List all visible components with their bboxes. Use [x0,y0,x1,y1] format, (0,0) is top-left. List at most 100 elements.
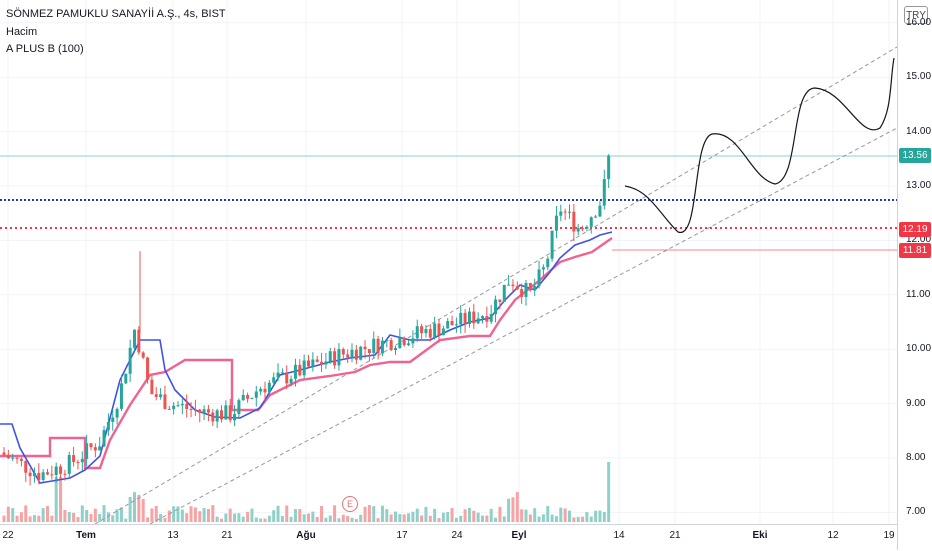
volume-bar [28,516,32,522]
volume-bar [346,515,350,522]
price-chart[interactable] [0,0,897,524]
indicator-blue-line [0,231,613,484]
candle-body [202,409,206,413]
candle-body [528,282,532,291]
candle-body [372,338,376,353]
candle-body [554,215,558,231]
candle-body [481,316,484,319]
candle-body [307,360,310,367]
currency-badge[interactable]: TRY [904,6,928,24]
candle-body [76,461,80,463]
volume-bar [541,514,545,522]
candle-body [193,409,197,411]
volume-bar [133,492,136,522]
volume-legend[interactable]: Hacim [6,26,38,38]
candle-body [350,349,354,358]
candle-body [367,349,371,353]
candle-body [220,410,223,420]
volume-bar [237,513,241,522]
volume-bar [598,510,602,522]
candle-body [189,408,193,410]
candle-body [302,360,306,376]
volume-bar [511,497,515,522]
candle-body [502,284,506,302]
candle-body [241,394,245,401]
volume-bar [520,509,524,522]
candle-body [63,473,67,475]
candle-body [111,417,115,422]
price-tag: 11.81 [899,243,931,258]
projection-path [624,57,895,233]
candle-body [80,458,84,463]
volume-bar [63,509,67,522]
volume-bar [106,512,110,522]
earnings-marker[interactable]: E [342,496,358,512]
volume-bar [433,508,437,522]
time-tick-label: 17 [396,530,408,541]
candle-body [389,340,393,350]
candle-body [476,318,480,324]
candlesticks [2,154,611,486]
candle-body [467,311,471,324]
candle-body [463,312,467,324]
volume-bar [102,505,106,522]
volume-bar [376,518,380,522]
channel-upper [94,46,897,524]
volume-bar [407,513,411,522]
candle-body [315,359,319,362]
time-tick-label: Tem [76,530,96,541]
candle-body [67,455,71,474]
volume-bar [450,507,454,522]
candle-body [433,323,437,338]
volume-bar [267,515,271,522]
candle-body [163,394,167,409]
candle-body [267,382,271,393]
time-tick-label: Eyl [511,530,527,541]
volume-bar [402,514,406,522]
candle-body [559,211,563,216]
volume-bar [167,510,171,522]
candle-body [133,329,136,348]
time-tick-label: 22 [2,530,14,541]
candle-body [59,466,63,474]
time-tick-label: 19 [883,530,895,541]
volume-bar [411,511,415,522]
symbol-title[interactable]: SÖNMEZ PAMUKLU SANAYİİ A.Ş., 4s, BIST [6,8,226,20]
candle-body [520,289,524,297]
candle-body [41,472,45,480]
candle-body [106,421,110,431]
indicator-legend[interactable]: A PLUS B (100) [6,43,84,55]
volume-bar [85,510,89,522]
candle-body [541,267,545,270]
candle-body [159,394,163,398]
volume-bar [193,507,197,522]
candle-body [402,337,406,346]
volume-bar [215,516,219,522]
volume-bar [176,506,180,522]
candle-body [141,352,145,358]
candle-body [511,284,515,287]
volume-bar [233,513,237,522]
candle-body [167,408,171,410]
time-axis[interactable] [0,524,897,551]
volume-bar [572,517,576,522]
candle-body [254,391,258,398]
candle-body [250,397,254,399]
candle-body [498,299,502,302]
time-tick-label: 21 [221,530,233,541]
volume-bar [463,509,467,522]
price-tick-label: 16.00 [906,16,932,28]
volume-bar [98,513,102,522]
candle-body [341,349,345,355]
candle-body [563,211,567,213]
volume-bar [507,498,511,522]
candle-body [346,354,350,358]
candle-body [441,328,445,336]
candle-body [411,338,415,344]
price-axis[interactable] [897,0,932,550]
volume-bar [202,508,206,522]
candle-body [407,343,411,346]
candle-body [128,347,132,374]
volume-bar [472,510,476,522]
candle-body [50,474,54,476]
